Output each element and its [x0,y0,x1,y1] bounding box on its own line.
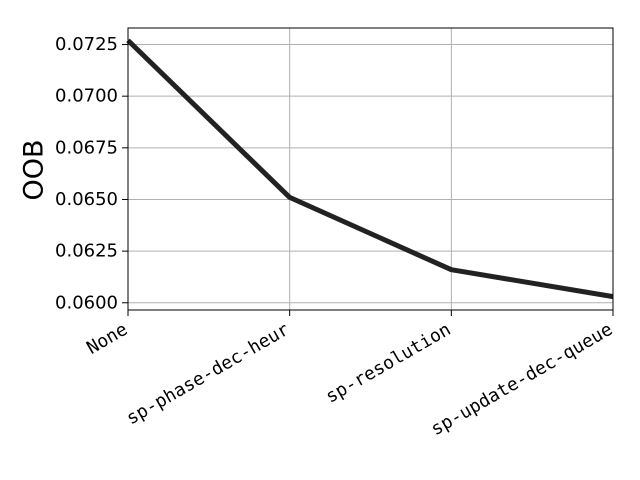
y-axis-ticks: 0.0600 0.0625 0.0650 0.0675 0.0700 0.0725 [55,34,128,313]
y-axis-label: OOB [19,139,50,200]
y-tick-label: 0.0650 [55,189,118,210]
y-tick-label: 0.0700 [55,86,118,107]
y-tick-label: 0.0600 [55,292,118,313]
plot-frame [127,27,614,311]
y-tick-label: 0.0725 [55,34,118,55]
series-layer [126,38,614,300]
y-tick-label: 0.0675 [55,137,118,158]
series-line [126,38,614,300]
y-tick-label: 0.0625 [55,241,118,262]
